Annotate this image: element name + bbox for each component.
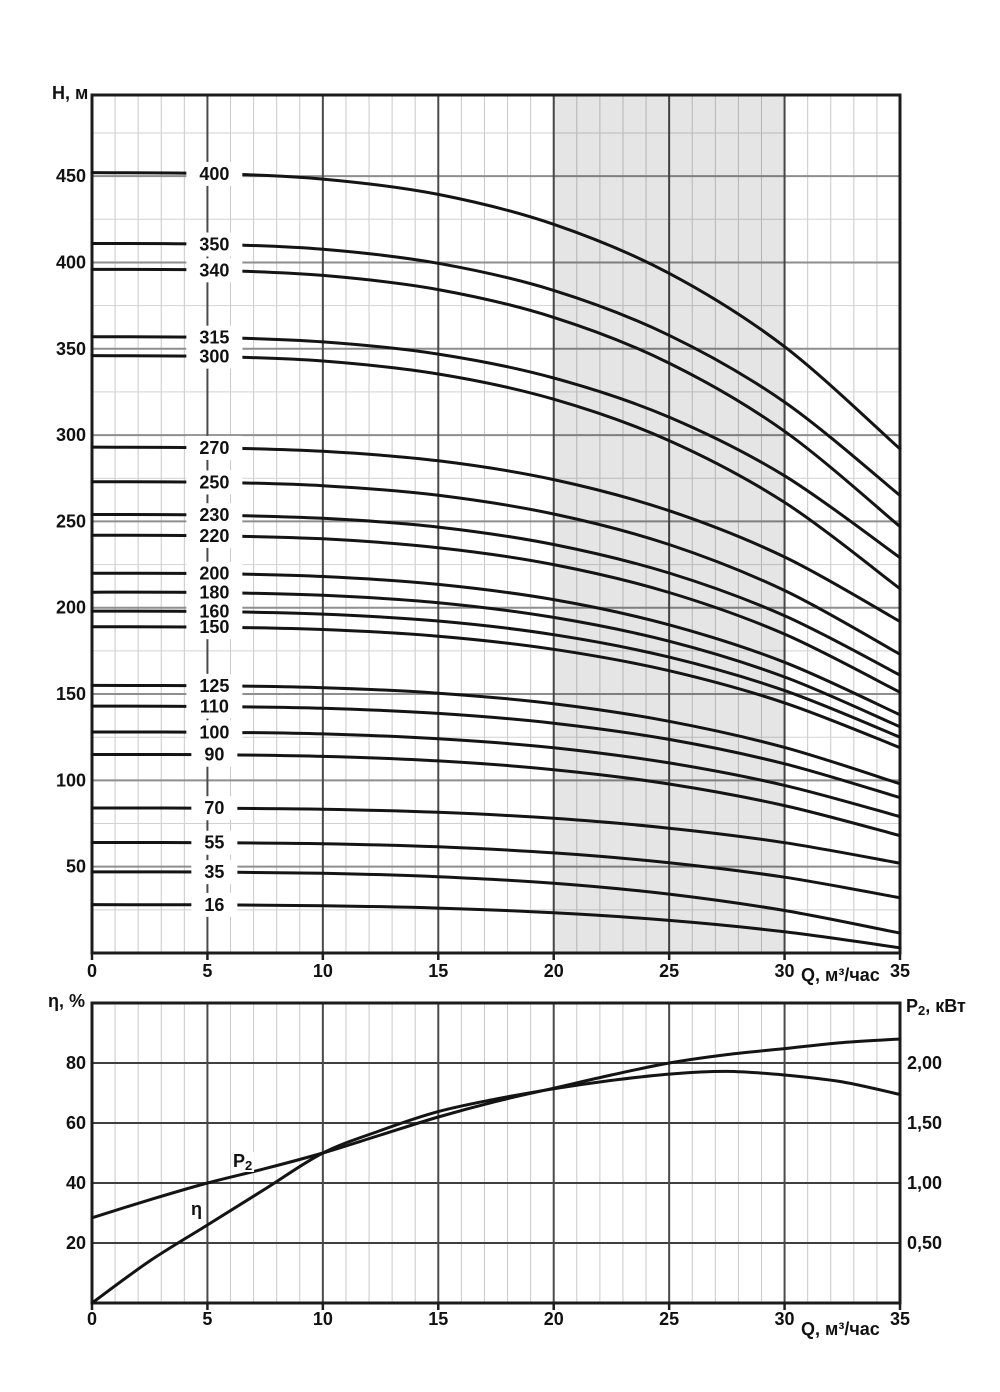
head-chart-border (90, 93, 902, 955)
head-curve-label-160: 160 (199, 602, 229, 622)
svg-text:1,00: 1,00 (907, 1173, 942, 1193)
efficiency-axis-title: η, % (48, 991, 86, 1011)
head-curve-label-250: 250 (199, 472, 229, 492)
head-x-tick-labels: 0 5 10 15 20 25 30 35 (87, 961, 910, 981)
head-curve-label-350: 350 (199, 234, 229, 254)
power-y-tick-labels: 0,50 1,00 1,50 2,00 (907, 1053, 942, 1253)
svg-text:35: 35 (890, 1309, 910, 1329)
svg-text:100: 100 (56, 770, 86, 790)
head-curve-label-400: 400 (199, 164, 229, 184)
head-curve-label-150: 150 (199, 617, 229, 637)
head-axis-title: Н, м (52, 83, 89, 103)
recommended-operating-band (553, 95, 785, 953)
head-curve-label-230: 230 (199, 505, 229, 525)
flow-axis-title-top: Q, м³/час (801, 965, 880, 985)
svg-text:20: 20 (544, 961, 564, 981)
head-chart: 4003503403153002702502302202001801601501… (56, 93, 910, 981)
flow-axis-title-bottom: Q, м³/час (801, 1319, 880, 1339)
svg-text:0: 0 (87, 961, 97, 981)
head-curve-label-16: 16 (204, 895, 224, 915)
efficiency-chart-gridlines (92, 1003, 900, 1303)
head-curve-label-180: 180 (199, 583, 229, 603)
svg-text:300: 300 (56, 425, 86, 445)
svg-text:2,00: 2,00 (907, 1053, 942, 1073)
svg-text:250: 250 (56, 511, 86, 531)
svg-text:150: 150 (56, 684, 86, 704)
svg-text:350: 350 (56, 339, 86, 359)
svg-text:30: 30 (775, 1309, 795, 1329)
power-curve-label: P2 (231, 1151, 255, 1173)
power-axis-title: P2, кВт (906, 996, 966, 1018)
svg-text:15: 15 (428, 1309, 448, 1329)
svg-text:30: 30 (775, 961, 795, 981)
head-curve-label-300: 300 (199, 347, 229, 367)
svg-text:200: 200 (56, 598, 86, 618)
head-curve-label-315: 315 (199, 328, 229, 348)
svg-text:10: 10 (313, 961, 333, 981)
head-curve-label-270: 270 (199, 438, 229, 458)
svg-text:20: 20 (544, 1309, 564, 1329)
svg-text:60: 60 (66, 1113, 86, 1133)
head-curve-label-boxes (186, 161, 243, 917)
head-curve-label-70: 70 (204, 798, 224, 818)
svg-text:10: 10 (313, 1309, 333, 1329)
power-curve (90, 1037, 902, 1220)
head-chart-gridlines (92, 95, 900, 953)
efficiency-curve (90, 1069, 902, 1305)
head-curve-label-340: 340 (199, 260, 229, 280)
head-y-tick-labels: 50 100 150 200 250 300 350 400 450 (56, 166, 86, 877)
svg-text:400: 400 (56, 252, 86, 272)
svg-text:35: 35 (890, 961, 910, 981)
svg-text:20: 20 (66, 1233, 86, 1253)
efficiency-power-chart: 20 40 60 80 0,50 1,00 1,50 2,00 0 5 10 15 20 25 30 35 (66, 1001, 942, 1329)
svg-text:1,50: 1,50 (907, 1113, 942, 1133)
efficiency-chart-border (90, 1001, 902, 1305)
svg-text:5: 5 (202, 1309, 212, 1329)
head-curve-label-90: 90 (204, 745, 224, 765)
head-curve-label-55: 55 (204, 833, 224, 853)
svg-text:15: 15 (428, 961, 448, 981)
svg-text:5: 5 (202, 961, 212, 981)
svg-text:25: 25 (659, 1309, 679, 1329)
head-curve-label-220: 220 (199, 526, 229, 546)
head-curve-label-110: 110 (200, 697, 229, 717)
efficiency-curve-label: η (189, 1199, 204, 1219)
svg-text:50: 50 (66, 857, 86, 877)
svg-text:40: 40 (66, 1173, 86, 1193)
svg-text:0: 0 (87, 1309, 97, 1329)
head-curve-label-200: 200 (199, 564, 229, 584)
head-curve-label-125: 125 (199, 676, 229, 696)
head-curve-label-35: 35 (204, 862, 224, 882)
head-curve-label-100: 100 (199, 722, 229, 742)
efficiency-x-tick-labels: 0 5 10 15 20 25 30 35 (87, 1309, 910, 1329)
svg-text:25: 25 (659, 961, 679, 981)
svg-text:0,50: 0,50 (907, 1233, 942, 1253)
svg-text:80: 80 (66, 1053, 86, 1073)
efficiency-y-tick-labels: 20 40 60 80 (66, 1053, 86, 1253)
svg-text:450: 450 (56, 166, 86, 186)
